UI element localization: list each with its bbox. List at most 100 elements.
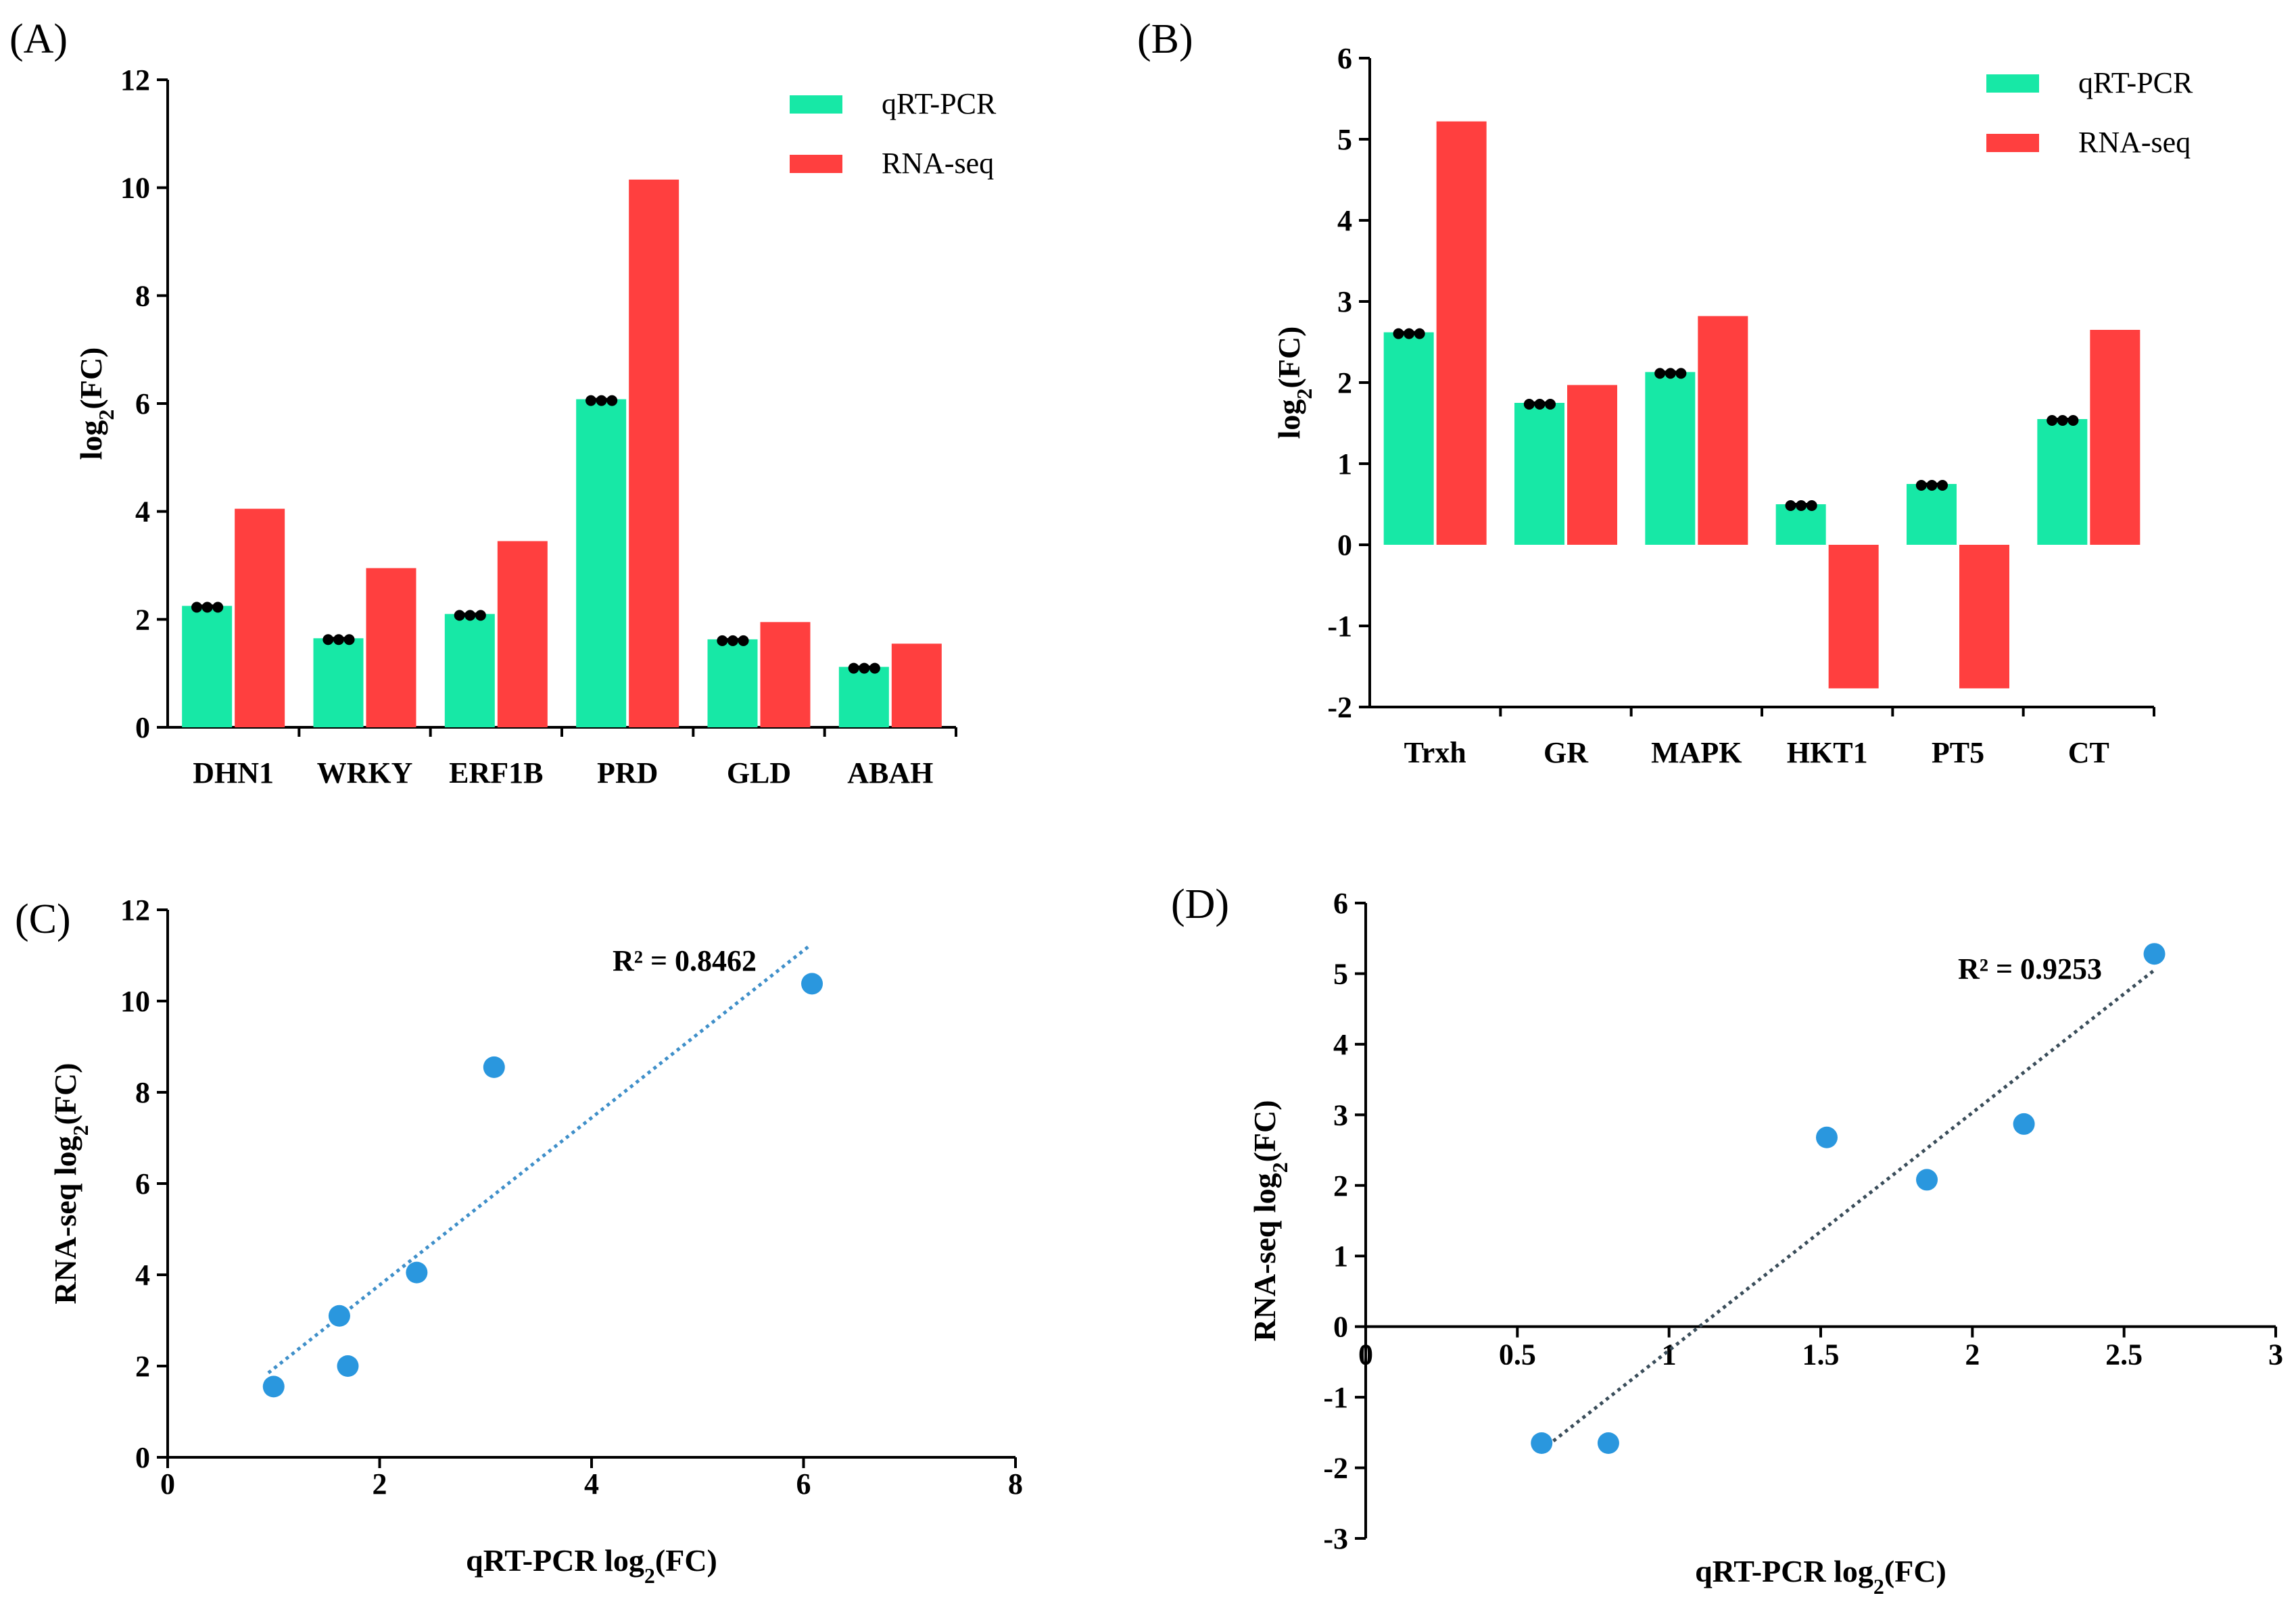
y-axis-label: log2(FC): [1272, 326, 1316, 439]
x-tick-label: 0: [1358, 1338, 1373, 1371]
panel-label: (B): [1137, 16, 1193, 62]
x-tick-label: 2: [373, 1467, 387, 1501]
y-tick-label: 1: [1337, 447, 1352, 481]
rnaseq-bar: [1959, 545, 2009, 689]
y-axis-label: RNA-seq log2(FC): [48, 1063, 93, 1304]
replicate-dot: [1806, 500, 1817, 511]
rnaseq-bar: [1567, 385, 1617, 545]
y-axis-label: RNA-seq log2(FC): [1247, 1100, 1292, 1341]
data-point: [406, 1261, 428, 1284]
rnaseq-bar: [760, 622, 811, 727]
replicate-dot: [1534, 399, 1546, 410]
y-tick-label: 4: [135, 1259, 150, 1292]
y-tick-label: 5: [1333, 957, 1348, 990]
rnaseq-bar: [629, 179, 679, 728]
y-tick-label: 4: [1337, 204, 1352, 237]
category-label: PRD: [597, 756, 658, 789]
replicate-dot: [1937, 480, 1948, 491]
x-tick-label: 1: [1662, 1338, 1677, 1371]
rnaseq-bar: [891, 643, 942, 727]
qpcr-bar: [313, 638, 364, 727]
replicate-dot: [1523, 399, 1535, 410]
replicate-dot: [1545, 399, 1556, 410]
panel-c-scatter-plot: (C) 0 2 4 6 8 10 12 0 2 4 6 8 RNA-seq log2(FC) qRT-PCR…: [15, 894, 1023, 1588]
x-tick-label: 2.5: [2105, 1338, 2143, 1371]
panel-b-bar-chart: (B) -2 -1 0 1 2 3 4 5 6 log2(FC) Trxh GR MAPK HKT1 PT5 C…: [1137, 16, 2193, 769]
replicate-dot: [343, 634, 355, 646]
rnaseq-bar: [366, 568, 416, 727]
x-tick-label: 2: [1965, 1338, 1980, 1371]
y-tick-label: 2: [1337, 366, 1352, 399]
category-label: GR: [1544, 736, 1589, 769]
y-tick-label: 6: [135, 387, 150, 420]
qpcr-bar: [1775, 504, 1826, 545]
qpcr-bar: [838, 666, 889, 727]
x-tick-label: 1.5: [1802, 1338, 1840, 1371]
replicate-dot: [475, 610, 486, 621]
replicate-dot: [1414, 328, 1425, 339]
data-point: [1531, 1432, 1553, 1454]
y-tick-label: -1: [1327, 610, 1352, 643]
replicate-dot: [1926, 480, 1938, 491]
y-tick-label: 0: [1337, 529, 1352, 562]
qpcr-bar: [1383, 332, 1434, 545]
y-tick-label: -1: [1323, 1381, 1348, 1414]
y-tick-label: 2: [135, 1350, 150, 1383]
replicate-dot: [212, 602, 224, 613]
x-axis-label: qRT-PCR log2(FC): [466, 1543, 717, 1588]
replicate-dot: [191, 602, 203, 613]
trend-line: [1540, 969, 2156, 1452]
x-tick-label: 3: [2268, 1338, 2283, 1371]
rnaseq-bar: [1698, 316, 1748, 545]
replicate-dot: [1915, 480, 1927, 491]
x-tick-label: 8: [1008, 1467, 1023, 1501]
qpcr-bar: [1645, 372, 1696, 545]
y-tick-label: 3: [1337, 285, 1352, 318]
legend-label: qRT-PCR: [2078, 66, 2193, 99]
panel-d-scatter-plot: (D) -3 -2 -1 0 1 2 3 4 5 6 0 0.5 1 1.5 2 2.5 3 RNA-seq log…: [1171, 881, 2283, 1599]
replicate-dot: [464, 610, 476, 621]
panel-label: (D): [1171, 881, 1229, 927]
legend-label: RNA-seq: [2078, 126, 2191, 159]
category-label: ABAH: [847, 756, 933, 789]
y-tick-label: 12: [120, 894, 150, 927]
y-tick-label: 10: [120, 172, 150, 205]
y-tick-label: 12: [120, 64, 150, 97]
y-tick-label: 8: [135, 1076, 150, 1109]
category-label: ERF1B: [449, 756, 543, 789]
replicate-dot: [869, 662, 880, 674]
data-point: [801, 973, 823, 995]
replicate-dot: [1665, 368, 1676, 379]
replicate-dot: [1393, 328, 1404, 339]
replicate-dot: [201, 602, 213, 613]
y-tick-label: -2: [1323, 1452, 1348, 1485]
y-tick-label: 2: [135, 603, 150, 636]
y-tick-label: 6: [1337, 42, 1352, 75]
rnaseq-bar: [1436, 121, 1487, 545]
r-squared-label: R² = 0.9253: [1958, 952, 2102, 986]
category-label: DHN1: [193, 756, 274, 789]
y-tick-label: 10: [120, 985, 150, 1018]
legend-swatch-qpcr: [790, 95, 842, 114]
y-tick-label: -2: [1327, 691, 1352, 724]
category-label: PT5: [1932, 736, 1984, 769]
category-label: Trxh: [1404, 736, 1466, 769]
data-point: [337, 1355, 359, 1377]
y-tick-label: -3: [1323, 1522, 1348, 1555]
data-point: [1815, 1126, 1838, 1148]
y-tick-label: 5: [1337, 123, 1352, 156]
x-axis-label: qRT-PCR log2(FC): [1695, 1554, 1946, 1599]
replicate-dot: [859, 662, 870, 674]
category-label: GLD: [727, 756, 791, 789]
y-tick-label: 2: [1333, 1169, 1348, 1202]
replicate-dot: [848, 662, 859, 674]
category-label: MAPK: [1651, 736, 1742, 769]
replicate-dot: [1796, 500, 1807, 511]
y-tick-label: 6: [135, 1167, 150, 1200]
y-tick-label: 4: [1333, 1028, 1348, 1061]
legend-swatch-rnaseq: [790, 155, 842, 173]
data-point: [483, 1056, 505, 1078]
category-label: WRKY: [317, 756, 413, 789]
category-label: HKT1: [1787, 736, 1868, 769]
